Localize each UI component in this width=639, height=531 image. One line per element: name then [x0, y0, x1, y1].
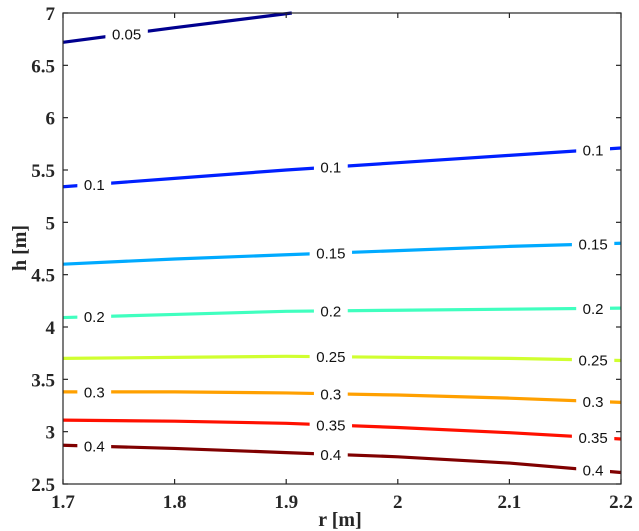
contour-label-bg: [571, 349, 615, 370]
contour-label-bg: [576, 139, 610, 160]
contour-label-bg: [313, 300, 348, 321]
contour-label: 0.2: [84, 309, 105, 326]
contour-label: 0.15: [578, 237, 607, 254]
contour-label-bg: [576, 298, 610, 319]
contour-label: 0.1: [320, 160, 341, 177]
contour-label: 0.4: [84, 439, 105, 456]
y-tick-label: 5: [46, 213, 56, 234]
contour-line-0.05: [62, 11, 292, 44]
contour-label: 0.35: [316, 417, 345, 434]
contour-label-bg: [105, 23, 148, 44]
y-tick-label: 4: [46, 318, 56, 339]
contour-label: 0.3: [583, 394, 604, 411]
y-tick-label: 3: [46, 423, 56, 444]
contour-label-bg: [571, 427, 615, 448]
plot-frame: [62, 12, 622, 485]
contour-label: 0.35: [578, 430, 607, 447]
contour-label: 0.1: [84, 177, 105, 194]
y-tick-label: 2.5: [31, 475, 55, 496]
contour-label: 0.4: [320, 447, 341, 464]
y-tick-label: 6: [46, 109, 56, 130]
y-tick-label: 6.5: [31, 56, 55, 77]
contour-label-bg: [571, 234, 615, 255]
contour-label: 0.25: [578, 352, 607, 369]
contour-label: 0.25: [316, 349, 345, 366]
x-tick-label: 2.2: [609, 492, 633, 513]
x-tick-label: 2.1: [498, 492, 522, 513]
x-tick-label: 1.7: [51, 492, 75, 513]
contour-label-bg: [77, 306, 112, 327]
contour-label-bg: [77, 174, 112, 195]
contour-label: 0.3: [320, 386, 341, 403]
x-axis-label: r [m]: [318, 509, 362, 531]
y-tick-label: 5.5: [31, 161, 55, 182]
contour-label-bg: [313, 157, 348, 178]
y-axis-label: h [m]: [9, 225, 31, 271]
contour-label-bg: [313, 444, 348, 465]
x-tick-label: 2: [393, 492, 403, 513]
contour-label: 0.2: [583, 301, 604, 318]
y-tick-label: 3.5: [31, 370, 55, 391]
contour-label: 0.05: [112, 26, 141, 43]
contour-label-bg: [313, 383, 348, 404]
contour-label-bg: [77, 381, 112, 402]
y-tick-label: 4.5: [31, 266, 55, 287]
y-tick-label: 7: [46, 4, 56, 25]
x-tick-label: 1.9: [274, 492, 298, 513]
contour-label: 0.4: [583, 463, 604, 480]
contour-label-bg: [576, 460, 610, 481]
contour-label: 0.15: [316, 246, 345, 263]
contour-label: 0.3: [84, 384, 105, 401]
contour-label: 0.2: [320, 303, 341, 320]
contour-label-bg: [77, 436, 112, 457]
contour-label-bg: [576, 391, 610, 412]
contour-label: 0.1: [583, 142, 604, 159]
x-tick-label: 1.8: [163, 492, 187, 513]
contour-label-bg: [309, 243, 353, 264]
contour-label-bg: [309, 346, 353, 367]
contour-label-bg: [309, 414, 353, 435]
